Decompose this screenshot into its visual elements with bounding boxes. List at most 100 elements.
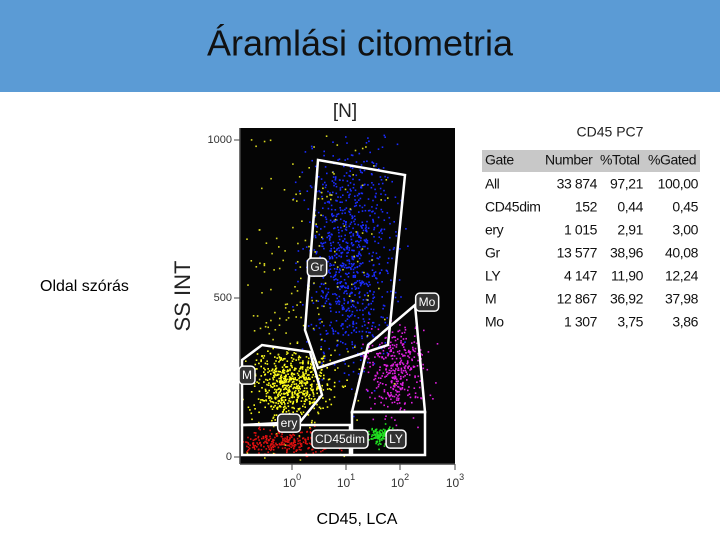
cell-dot (313, 401, 315, 403)
cell-dot (372, 221, 375, 223)
cell-dot (411, 358, 413, 361)
cell-dot (306, 393, 309, 395)
cell-dot (321, 321, 323, 323)
cell-dot (377, 443, 380, 446)
cell-dot (391, 364, 394, 367)
cell-dot (369, 283, 371, 286)
table-cell: ery (485, 222, 504, 238)
cell-dot (373, 390, 376, 392)
cell-dot (404, 341, 406, 343)
cell-dot (293, 391, 296, 394)
cell-dot (360, 164, 363, 166)
cell-dot (382, 304, 385, 307)
cell-dot (365, 146, 367, 148)
cell-dot (377, 328, 380, 331)
cell-dot (331, 171, 334, 174)
cell-dot (283, 443, 286, 446)
cell-dot (328, 202, 331, 204)
cell-dot (288, 397, 291, 400)
cell-dot (297, 280, 299, 283)
cell-dot (351, 283, 353, 286)
cell-dot (356, 280, 359, 282)
cell-dot (315, 451, 317, 453)
cell-dot (284, 376, 287, 378)
cell-dot (316, 190, 318, 193)
cell-dot (303, 390, 306, 392)
cell-dot (288, 439, 291, 441)
cell-dot (411, 342, 413, 344)
cell-dot (301, 431, 303, 434)
cell-dot (377, 385, 380, 388)
cell-dot (370, 438, 373, 440)
cell-dot (344, 264, 347, 267)
cell-dot (374, 240, 376, 243)
cell-dot (352, 283, 355, 285)
cell-dot (270, 288, 272, 291)
cell-dot (367, 322, 370, 324)
cell-dot (335, 294, 338, 296)
cell-dot (407, 389, 409, 392)
cell-dot (259, 401, 262, 404)
cell-dot (323, 374, 325, 377)
cell-dot (245, 360, 247, 362)
cell-dot (404, 374, 406, 377)
cell-dot (278, 391, 280, 394)
cell-dot (297, 358, 300, 361)
y-axis-title: SS INT (170, 261, 195, 332)
cell-dot (302, 371, 304, 374)
cell-dot (349, 267, 352, 269)
plot-top-label: [N] (333, 101, 357, 122)
cell-dot (297, 374, 300, 376)
cell-dot (380, 434, 382, 437)
cell-dot (341, 212, 344, 215)
cell-dot (361, 147, 364, 150)
cell-dot (320, 348, 322, 351)
cell-dot (294, 444, 297, 446)
cell-dot (337, 281, 339, 284)
cell-dot (350, 306, 353, 308)
cell-dot (285, 332, 287, 334)
cell-dot (373, 165, 375, 167)
cell-dot (323, 352, 325, 355)
cell-dot (297, 356, 300, 359)
cell-dot (280, 381, 282, 384)
cell-dot (395, 384, 397, 387)
cell-dot (335, 278, 337, 280)
cell-dot (351, 154, 354, 157)
cell-dot (414, 327, 417, 330)
cell-dot (255, 438, 257, 440)
cell-dot (384, 430, 386, 433)
cell-dot (263, 445, 265, 448)
cell-dot (362, 299, 365, 301)
cell-dot (355, 331, 358, 333)
cell-dot (358, 211, 360, 213)
cell-dot (248, 447, 251, 450)
cell-dot (390, 367, 393, 370)
cell-dot (284, 440, 286, 443)
cell-dot (392, 248, 395, 251)
cell-dot (327, 288, 330, 290)
cell-dot (378, 395, 381, 398)
cell-dot (352, 361, 355, 364)
cell-dot (249, 444, 251, 447)
cell-dot (308, 378, 311, 381)
cell-dot (265, 322, 268, 324)
cell-dot (345, 136, 347, 138)
cell-dot (355, 327, 358, 329)
cell-dot (365, 298, 368, 301)
cell-dot (309, 384, 312, 386)
cell-dot (334, 183, 337, 185)
cell-dot (404, 365, 407, 367)
cell-dot (353, 220, 355, 223)
cell-dot (288, 447, 290, 450)
cell-dot (281, 443, 283, 446)
cell-dot (354, 149, 357, 152)
cell-dot (303, 378, 305, 380)
cell-dot (283, 372, 286, 374)
cell-dot (325, 135, 328, 137)
cell-dot (403, 388, 406, 391)
cell-dot (275, 370, 278, 373)
cell-dot (339, 340, 342, 343)
cell-dot (268, 370, 271, 372)
cell-dot (307, 361, 309, 364)
